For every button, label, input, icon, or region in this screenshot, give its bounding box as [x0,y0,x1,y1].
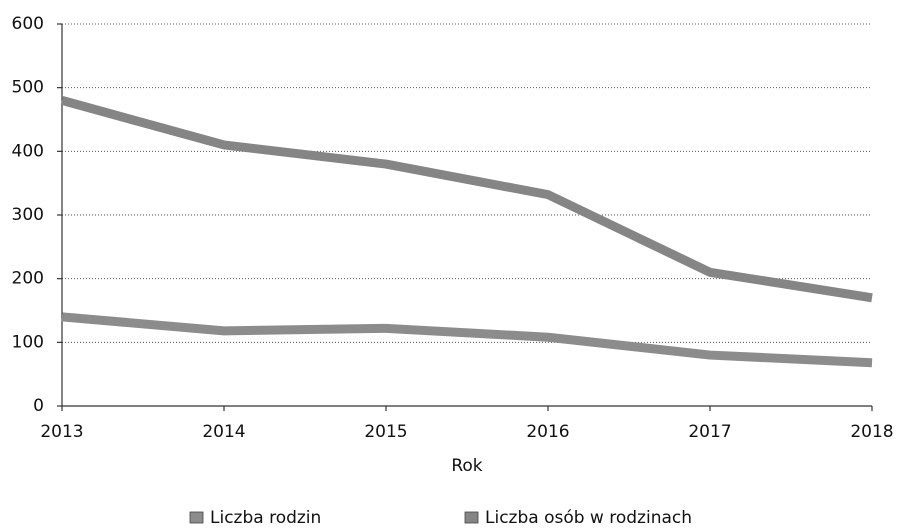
data-line [61,312,873,368]
y-tick-label: 600 [12,14,44,34]
legend-swatch [464,511,479,524]
y-tick-label: 200 [12,269,44,289]
x-tick-label: 2017 [688,422,731,442]
x-tick-label: 2013 [40,422,83,442]
x-axis-label: Rok [451,456,482,476]
y-tick-label: 400 [12,141,44,161]
legend-swatch [189,511,204,524]
y-tick-label: 300 [12,205,44,225]
y-tick-label: 0 [33,396,44,416]
y-tick-label: 500 [12,78,44,98]
x-tick-label: 2014 [202,422,245,442]
x-tick-label: 2018 [850,422,893,442]
legend-label: Liczba rodzin [210,508,321,528]
legend-label: Liczba osób w rodzinach [485,508,692,528]
x-tick-label: 2016 [526,422,569,442]
data-line [60,96,873,303]
x-tick-label: 2015 [364,422,407,442]
y-tick-label: 100 [12,332,44,352]
